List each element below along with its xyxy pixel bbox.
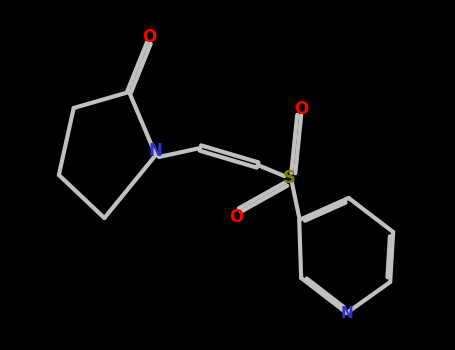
Text: N: N <box>340 306 353 321</box>
Text: O: O <box>142 28 156 46</box>
Text: O: O <box>229 208 243 226</box>
Text: S: S <box>283 169 296 187</box>
Text: O: O <box>294 100 309 118</box>
Text: N: N <box>149 142 163 160</box>
